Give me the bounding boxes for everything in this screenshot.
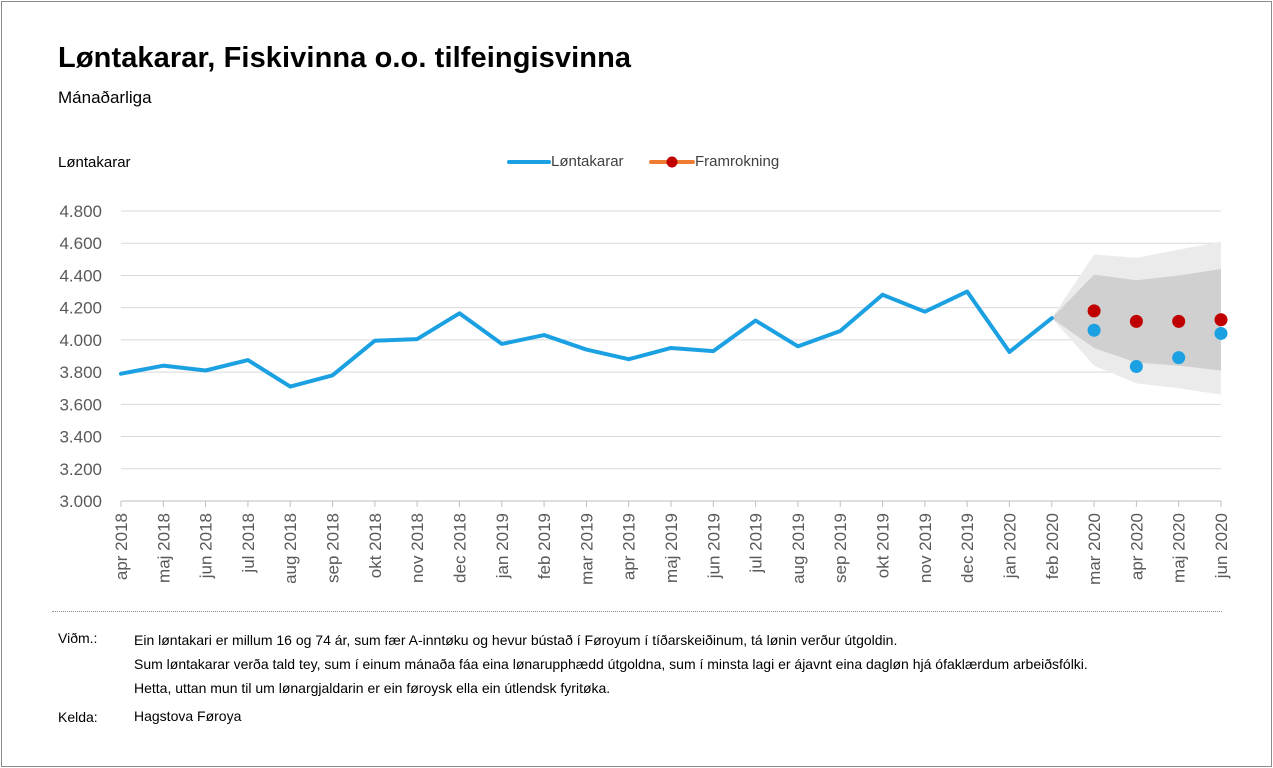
actual-point xyxy=(1214,326,1228,340)
forecast-point xyxy=(1129,314,1143,328)
notes-label: Viðm.: xyxy=(58,630,98,646)
legend-label-lontakarar: Løntakarar xyxy=(551,153,624,170)
x-tick-label: apr 2020 xyxy=(1127,513,1146,580)
notes-line: Hetta, uttan mun til um lønargjaldarin e… xyxy=(134,680,611,696)
legend-item-framrokning: Framrokning xyxy=(649,153,779,170)
series-line-lontakarar xyxy=(119,289,1054,389)
x-tick-label: apr 2018 xyxy=(112,513,131,580)
x-tick-label: aug 2019 xyxy=(789,513,808,584)
x-tick-label: jun 2018 xyxy=(197,513,216,579)
forecast-point xyxy=(1172,314,1186,328)
y-tick-label: 3.800 xyxy=(59,363,102,382)
line-chart: 3.000 3.200 3.400 3.600 3.800 4.000 4.200 4.400… xyxy=(59,202,1231,585)
x-tick-label: dec 2019 xyxy=(958,513,977,583)
x-tick-label: aug 2018 xyxy=(281,513,300,584)
x-tick-label: feb 2020 xyxy=(1043,513,1062,579)
x-tick-label: sep 2019 xyxy=(831,513,850,583)
x-tick-label: apr 2019 xyxy=(620,513,639,580)
notes-divider xyxy=(52,611,1222,612)
x-tick-label: dec 2018 xyxy=(450,513,469,583)
y-tick-label: 3.600 xyxy=(59,395,102,414)
x-tick-label: jun 2019 xyxy=(704,513,723,579)
y-axis-label: Løntakarar xyxy=(58,154,131,171)
x-tick-label: maj 2018 xyxy=(154,513,173,583)
source-label: Kelda: xyxy=(58,709,98,725)
actual-point xyxy=(1129,359,1143,373)
legend-line-icon xyxy=(507,159,551,164)
y-tick-label: 3.000 xyxy=(59,492,102,511)
x-tick-label: jan 2019 xyxy=(493,513,512,579)
x-tick-label: maj 2020 xyxy=(1170,513,1189,583)
x-tick-label: jan 2020 xyxy=(1000,513,1019,579)
x-tick-label: feb 2019 xyxy=(535,513,554,579)
y-tick-label: 4.000 xyxy=(59,331,102,350)
x-tick-label: jul 2018 xyxy=(239,513,258,574)
notes-line: Ein løntakari er millum 16 og 74 ár, sum… xyxy=(134,632,898,648)
y-tick-label: 4.600 xyxy=(59,234,102,253)
x-tick-label: mar 2019 xyxy=(577,513,596,585)
x-tick-label: maj 2019 xyxy=(662,513,681,583)
notes-line: Sum løntakarar verða tald tey, sum í ein… xyxy=(134,656,1088,672)
x-tick-label: nov 2018 xyxy=(408,513,427,583)
forecast-point xyxy=(1087,304,1101,318)
x-tick-label: okt 2019 xyxy=(874,513,893,578)
x-tick-label: sep 2018 xyxy=(324,513,343,583)
y-tick-label: 4.400 xyxy=(59,266,102,285)
notes-text: Ein løntakari er millum 16 og 74 ár, sum… xyxy=(134,628,1088,700)
y-tick-label: 4.800 xyxy=(59,202,102,221)
chart-subtitle: Mánaðarliga xyxy=(58,88,152,107)
y-tick-label: 3.400 xyxy=(59,428,102,447)
y-tick-label: 3.200 xyxy=(59,460,102,479)
chart-title: Løntakarar, Fiskivinna o.o. tilfeingisvi… xyxy=(58,42,632,74)
x-tick-label: mar 2020 xyxy=(1085,513,1104,585)
actual-point xyxy=(1087,323,1101,337)
legend-item-lontakarar: Løntakarar xyxy=(507,153,624,170)
source-text: Hagstova Føroya xyxy=(134,708,242,724)
x-tick-label: jun 2020 xyxy=(1212,513,1231,579)
x-tick-label: nov 2019 xyxy=(916,513,935,583)
forecast-point xyxy=(1214,313,1228,327)
x-tick-label: jul 2019 xyxy=(747,513,766,574)
legend-label-framrokning: Framrokning xyxy=(695,153,780,170)
actual-point xyxy=(1172,351,1186,365)
y-tick-label: 4.200 xyxy=(59,299,102,318)
legend-marker-icon xyxy=(649,156,695,167)
x-tick-label: okt 2018 xyxy=(366,513,385,578)
